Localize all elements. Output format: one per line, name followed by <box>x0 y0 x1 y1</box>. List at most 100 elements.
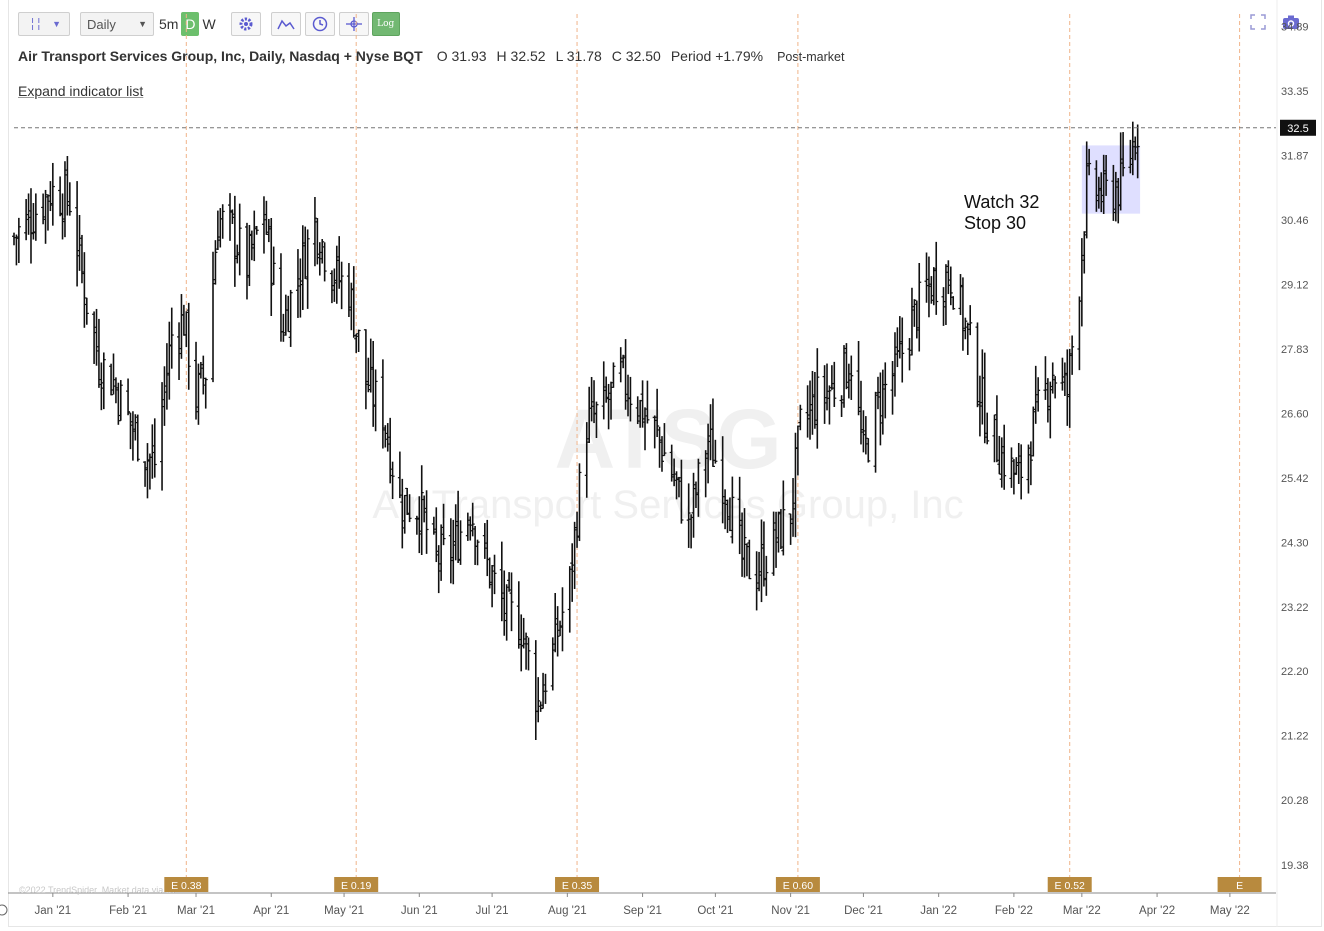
ohlc-bar <box>177 322 182 380</box>
ohlc-bar <box>288 289 293 347</box>
ohlc-bar <box>366 357 371 393</box>
ohlc-bar <box>62 161 67 238</box>
ohlc-bar <box>781 480 786 556</box>
x-tick-label: Apr '22 <box>1139 905 1175 917</box>
ohlc-bar <box>490 565 495 608</box>
ohlc-bar <box>948 266 953 306</box>
ohlc-bar <box>269 217 274 316</box>
gear-icon <box>239 17 253 31</box>
camera-icon <box>1283 15 1299 29</box>
earnings-marker[interactable]: E 0.38 <box>164 877 209 892</box>
ohlc-bar <box>77 215 82 271</box>
x-tick-label: Jul '21 <box>476 905 509 917</box>
ohlc-bar <box>266 218 271 243</box>
x-tick-label: Dec '21 <box>844 905 883 917</box>
ohlc-bar <box>162 366 167 426</box>
ohlc-bar <box>283 294 288 336</box>
expand-indicator-list-link[interactable]: Expand indicator list <box>18 83 144 99</box>
crosshair-button[interactable] <box>338 12 369 36</box>
ohlc-bar <box>822 365 827 424</box>
ohlc-bar <box>858 380 863 445</box>
ohlc-bar <box>519 614 524 672</box>
scroll-left-icon[interactable] <box>0 904 8 916</box>
ohlc-bar <box>145 443 150 499</box>
ohlc-bar <box>407 494 412 523</box>
y-tick-label: 27.83 <box>1281 344 1309 356</box>
y-tick-label: 19.38 <box>1281 860 1309 872</box>
ohlc-bar <box>570 543 575 602</box>
session-label: Post-market <box>777 50 845 64</box>
fullscreen-button[interactable] <box>1250 14 1266 35</box>
interval-weekly-button[interactable]: W <box>202 16 216 32</box>
ohlc-bar <box>805 385 810 438</box>
ohlc-bar <box>14 234 19 266</box>
ohlc-bar <box>116 382 121 425</box>
ohlc-bar <box>295 249 300 318</box>
ohlc-bar <box>900 317 905 383</box>
interval-dropdown[interactable]: Daily ▼ <box>80 12 154 36</box>
time-button[interactable] <box>304 12 335 36</box>
ohlc-bar <box>1121 132 1126 177</box>
ohlc-bar <box>1028 441 1033 486</box>
chart-type-dropdown[interactable]: ╎╎ ▼ <box>18 12 70 36</box>
indicators-button[interactable] <box>270 12 301 36</box>
ohlc-bar <box>1043 356 1048 400</box>
screenshot-button[interactable] <box>1282 14 1300 35</box>
ohlc-bar <box>58 176 63 217</box>
ohlc-bar <box>1019 444 1024 500</box>
ohlc-bar <box>558 620 563 637</box>
ohlc-bar <box>982 352 987 444</box>
ohlc-bar <box>300 225 305 310</box>
ohlc-bar <box>332 268 337 302</box>
ohlc-bar <box>747 539 752 580</box>
settings-button[interactable] <box>230 12 261 36</box>
ohlc-bar <box>305 229 310 309</box>
ohlc-bar <box>992 414 997 463</box>
ohlc-bar <box>485 519 490 577</box>
highlight-zone[interactable] <box>1081 145 1141 214</box>
earnings-marker[interactable]: E 0.52 <box>1047 877 1092 892</box>
interval-5m-button[interactable]: 5m <box>159 16 179 32</box>
ohlc-bar <box>441 503 446 546</box>
ohlc-bar <box>133 414 138 441</box>
ohlc-bar <box>271 246 276 285</box>
ohlc-bar <box>213 240 218 285</box>
watch-stop-annotation[interactable]: Watch 32 Stop 30 <box>964 192 1039 233</box>
earnings-marker[interactable]: E <box>1217 877 1262 892</box>
ohlc-bar <box>143 461 148 487</box>
ohlc-bar <box>439 524 444 581</box>
ohlc-bar <box>218 208 223 248</box>
ohlc-bar <box>152 418 157 478</box>
ohlc-bar <box>577 463 582 542</box>
ohlc-bar <box>252 210 257 262</box>
y-tick-label: 24.30 <box>1281 537 1309 549</box>
ohlc-bar <box>502 570 507 636</box>
ohlc-bar <box>611 362 616 388</box>
ohlc-bar <box>985 412 990 445</box>
chevron-down-icon: ▼ <box>138 19 147 29</box>
ohlc-bar <box>1048 381 1053 439</box>
ohlc-bar <box>504 584 509 641</box>
ohlc-bar <box>475 539 480 566</box>
earnings-label: E 0.60 <box>783 880 814 892</box>
ohlc-bar <box>628 376 633 422</box>
x-tick-label: Oct '21 <box>697 905 733 917</box>
earnings-label: E <box>1236 880 1243 892</box>
ohlc-bar <box>829 365 834 390</box>
ohlc-bar <box>329 270 334 304</box>
ohlc-bar <box>538 701 543 712</box>
ohlc-bar <box>198 361 203 379</box>
ohlc-bar <box>713 439 718 464</box>
ohlc-bar <box>244 222 249 300</box>
log-scale-button[interactable]: Log <box>371 12 400 36</box>
ohlc-bar <box>215 210 220 250</box>
ohlc-bar <box>181 304 186 336</box>
y-tick-label: 22.20 <box>1281 666 1309 678</box>
ohlc-bar <box>963 317 968 340</box>
earnings-marker[interactable]: E 0.35 <box>555 877 600 892</box>
last-price-badge <box>1280 119 1316 136</box>
earnings-marker[interactable]: E 0.19 <box>334 877 379 892</box>
ohlc-bar <box>473 525 478 565</box>
earnings-marker[interactable]: E 0.60 <box>775 877 820 892</box>
